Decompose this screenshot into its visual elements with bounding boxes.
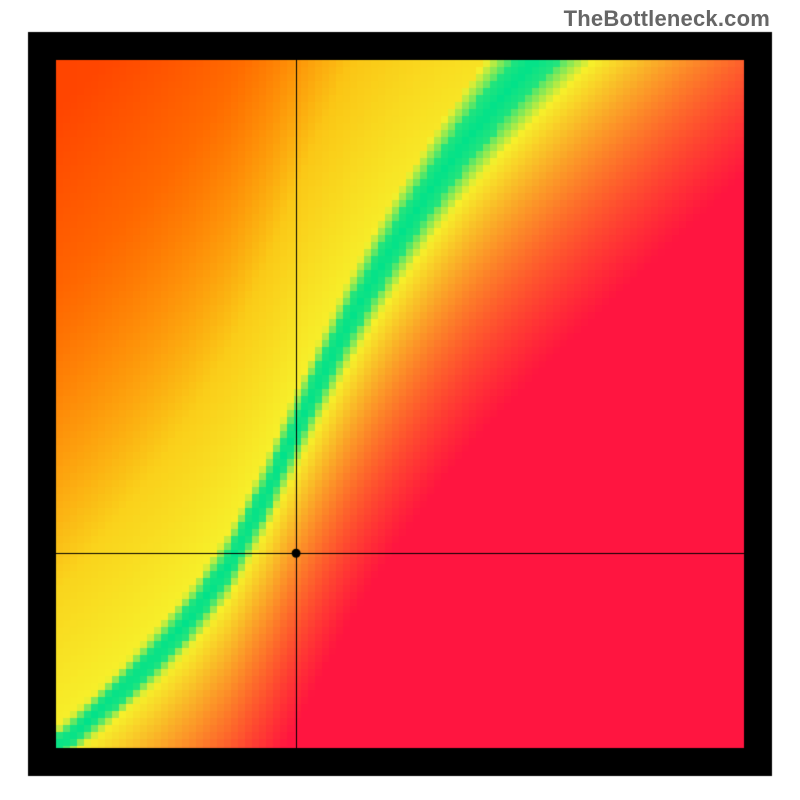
watermark-text: TheBottleneck.com bbox=[564, 6, 770, 32]
chart-frame: TheBottleneck.com bbox=[0, 0, 800, 800]
heatmap-canvas bbox=[0, 0, 800, 800]
